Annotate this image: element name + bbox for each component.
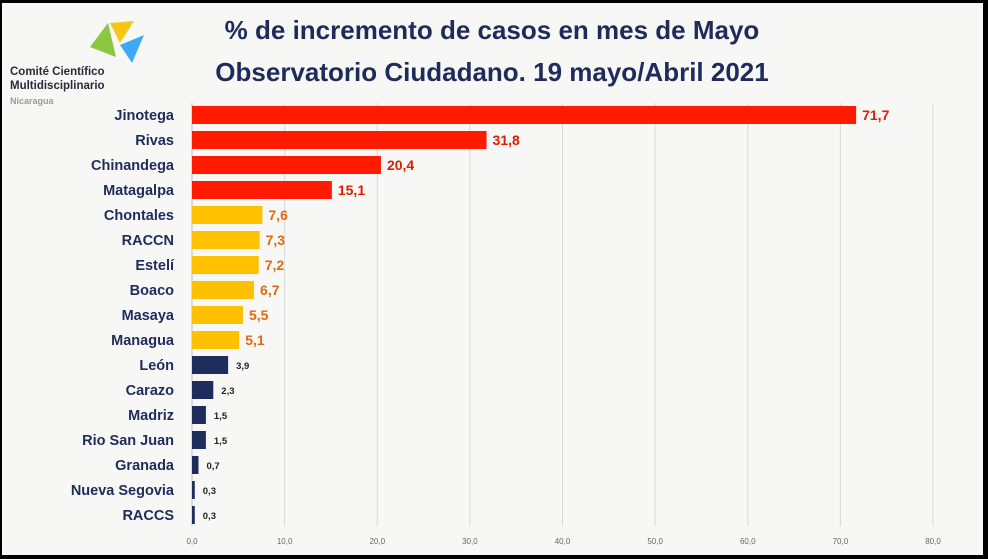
- x-tick-label: 0,0: [186, 537, 198, 546]
- data-label: 31,8: [493, 132, 520, 148]
- data-label: 0,3: [203, 486, 216, 497]
- data-label: 0,7: [206, 461, 219, 472]
- category-label: RACCN: [122, 233, 174, 249]
- x-tick-label: 20,0: [369, 537, 385, 546]
- category-label: Estelí: [135, 258, 175, 274]
- bar: [192, 481, 195, 499]
- bar: [192, 506, 195, 524]
- data-label: 20,4: [387, 157, 414, 173]
- x-tick-label: 10,0: [277, 537, 293, 546]
- category-label: Chontales: [104, 208, 174, 224]
- data-label: 2,3: [221, 386, 234, 397]
- data-label: 15,1: [338, 182, 365, 198]
- data-label: 5,1: [245, 332, 265, 348]
- bar: [192, 231, 260, 249]
- x-tick-label: 40,0: [555, 537, 571, 546]
- category-label: Rivas: [135, 133, 174, 149]
- bar: [192, 306, 243, 324]
- x-tick-label: 50,0: [647, 537, 663, 546]
- bar: [192, 181, 332, 199]
- x-tick-label: 80,0: [925, 537, 941, 546]
- bar: [192, 406, 206, 424]
- x-tick-label: 60,0: [740, 537, 756, 546]
- category-label: Granada: [115, 458, 175, 474]
- category-label: Jinotega: [114, 108, 175, 124]
- data-label: 71,7: [862, 107, 889, 123]
- bar: [192, 106, 857, 124]
- category-label: Masaya: [122, 308, 175, 324]
- category-label: Matagalpa: [103, 183, 175, 199]
- triangle-logo-icon: [90, 21, 144, 63]
- bar: [192, 356, 229, 374]
- data-label: 6,7: [260, 282, 280, 298]
- org-country: Nicaragua: [10, 96, 54, 106]
- data-label: 7,6: [268, 207, 288, 223]
- bar: [192, 156, 381, 174]
- org-name-line2: Multidisciplinario: [10, 80, 105, 92]
- data-label: 1,5: [214, 436, 228, 447]
- bar: [192, 456, 199, 474]
- chart-title: % de incremento de casos en mes de Mayo: [224, 15, 760, 45]
- category-label: Rio San Juan: [82, 433, 174, 449]
- data-label: 3,9: [236, 361, 249, 372]
- bar: [192, 381, 214, 399]
- data-label: 0,3: [203, 511, 216, 522]
- category-label: Nueva Segovia: [71, 483, 175, 499]
- category-label: Boaco: [130, 283, 174, 299]
- category-label: RACCS: [122, 508, 174, 524]
- data-label: 7,3: [266, 232, 286, 248]
- bar: [192, 331, 240, 349]
- org-name-line1: Comité Científico: [10, 66, 105, 78]
- logo: Comité Científico Multidisciplinario Nic…: [10, 17, 160, 117]
- bar: [192, 131, 487, 149]
- bar: [192, 431, 206, 449]
- bar-chart: 0,0 10,0 20,0 30,0 40,0 50,0 60,0 70,0 80,0 Jinot…: [71, 103, 941, 546]
- bar: [192, 206, 263, 224]
- category-label: Managua: [111, 333, 175, 349]
- data-label: 7,2: [265, 257, 285, 273]
- slide: Comité Científico Multidisciplinario Nic…: [2, 3, 983, 555]
- category-label: Chinandega: [91, 158, 175, 174]
- chart-subtitle: Observatorio Ciudadano. 19 mayo/Abril 20…: [215, 57, 769, 87]
- bar: [192, 256, 259, 274]
- data-label: 1,5: [214, 411, 228, 422]
- category-label: Madriz: [128, 408, 174, 424]
- data-label: 5,5: [249, 307, 269, 323]
- category-label: Carazo: [126, 383, 174, 399]
- bar: [192, 281, 255, 299]
- x-tick-label: 70,0: [833, 537, 849, 546]
- x-tick-label: 30,0: [462, 537, 478, 546]
- category-label: León: [139, 358, 174, 374]
